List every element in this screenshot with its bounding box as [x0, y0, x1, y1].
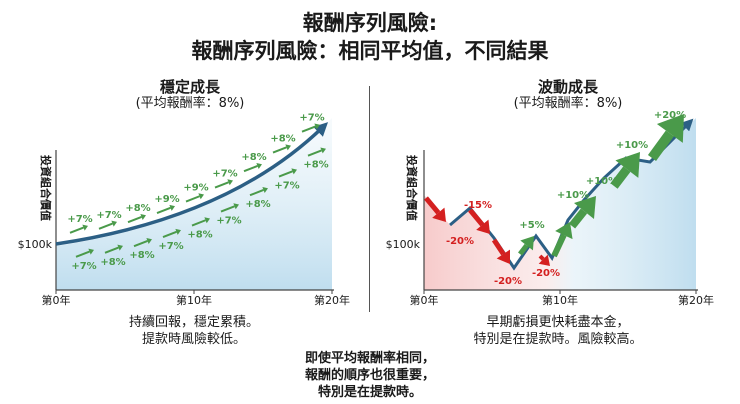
right-arrow-4	[518, 236, 534, 256]
footnote: 即使平均報酬率相同， 報酬的順序也很重要， 特別是在提款時。	[220, 350, 520, 401]
left-lower-label: +8%	[245, 199, 270, 210]
right-arrow-3	[491, 238, 510, 264]
right-caption-line2: 特別是在提款時。風險較高。	[473, 332, 643, 347]
left-upper-arrow	[272, 144, 291, 154]
left-y-tick-100k: $100k	[18, 238, 53, 251]
right-label-6: +10%	[557, 190, 589, 201]
right-x-tick-0: 第0年	[410, 293, 439, 307]
left-upper-label: +8%	[241, 152, 266, 163]
left-lower-label: +8%	[187, 230, 212, 241]
right-arrow-7	[568, 196, 596, 229]
right-x-tick-10: 第10年	[542, 293, 578, 307]
right-label-9: +20%	[654, 110, 686, 121]
left-lower-label: +8%	[129, 250, 154, 261]
left-panel-title: 穩定成長	[159, 78, 220, 96]
right-arrow-6	[551, 222, 573, 258]
left-lower-arrow	[278, 168, 297, 178]
left-x-tick-20: 第20年	[314, 293, 350, 307]
left-panel-subtitle: (平均報酬率：8%)	[135, 96, 245, 111]
left-upper-label: +9%	[183, 183, 208, 194]
left-upper-arrow	[98, 220, 117, 230]
left-lower-label: +7%	[216, 216, 241, 227]
footnote-line3: 特別是在提款時。	[317, 385, 422, 400]
left-lower-label: +8%	[100, 257, 125, 268]
right-arrow-5	[538, 254, 550, 266]
left-lower-arrow	[249, 186, 268, 197]
left-lower-arrow	[133, 237, 152, 248]
left-lower-label: +7%	[71, 261, 96, 272]
right-label-5: -20%	[532, 268, 560, 279]
left-area-fill	[56, 118, 332, 290]
left-lower-arrow	[162, 228, 181, 239]
right-label-7: +10%	[586, 176, 618, 187]
left-upper-label: +7%	[67, 214, 92, 225]
right-caption-line1: 早期虧損更快耗盡本金，	[486, 315, 630, 330]
left-upper-label: +8%	[270, 134, 295, 145]
right-chart: -20% -15% -20% +5% -20% +10% +10% +10% +20% 投資組合…	[386, 110, 714, 307]
left-upper-label: +9%	[154, 194, 179, 205]
main-title-line2: 報酬序列風險：相同平均值，不同結果	[191, 39, 549, 63]
right-y-tick-100k: $100k	[386, 238, 421, 251]
right-caption: 早期虧損更快耗盡本金， 特別是在提款時。風險較高。	[418, 314, 698, 348]
left-lower-label: +8%	[303, 160, 328, 171]
left-lower-arrow	[104, 244, 123, 254]
right-label-8: +10%	[616, 140, 648, 151]
left-lower-arrow	[75, 248, 94, 258]
main-title-line1: 報酬序列風險:	[302, 11, 438, 35]
left-upper-arrow	[156, 204, 175, 215]
left-upper-label: +8%	[125, 203, 150, 214]
left-x-tick-10: 第10年	[176, 293, 212, 307]
left-upper-arrow	[243, 162, 262, 173]
right-arrow-8	[610, 152, 640, 189]
left-y-axis-label: 投資組合價值	[39, 155, 53, 221]
right-y-axis-label: 投資組合價值	[405, 155, 419, 221]
right-panel-title: 波動成長	[537, 78, 598, 96]
left-upper-arrow	[214, 179, 233, 189]
left-chart: +7% +7% +7% +8% +8% +8% +9% +7% +9% +8% +7% +7% +8% +…	[18, 113, 350, 307]
panel-divider	[369, 86, 370, 312]
right-arrow-2	[468, 208, 490, 234]
left-upper-label: +7%	[299, 113, 324, 124]
left-upper-arrow	[69, 224, 88, 234]
left-lower-arrow	[220, 203, 239, 213]
left-upper-arrow	[301, 123, 320, 133]
left-caption-line2: 提款時風險較低。	[141, 332, 246, 347]
left-caption: 持續回報，穩定累積。 提款時風險較低。	[54, 314, 334, 348]
right-label-1: -20%	[446, 236, 474, 247]
left-caption-line1: 持續回報，穩定累積。	[128, 315, 259, 330]
left-upper-arrow	[185, 193, 204, 203]
right-arrow-9	[647, 114, 684, 161]
right-label-3: -20%	[494, 276, 522, 287]
left-upper-arrow	[127, 213, 146, 224]
left-growth-line	[55, 122, 329, 246]
left-x-tick-0: 第0年	[42, 293, 71, 307]
left-lower-label: +7%	[158, 241, 183, 252]
right-label-2: -15%	[464, 200, 492, 211]
right-label-4: +5%	[519, 220, 544, 231]
right-arrow-1	[424, 196, 446, 222]
left-upper-label: +7%	[212, 169, 237, 180]
footnote-line1: 即使平均報酬率相同，	[304, 351, 435, 366]
footnote-line2: 報酬的順序也很重要，	[304, 368, 435, 383]
left-lower-arrow	[307, 147, 326, 157]
right-panel-subtitle: (平均報酬率：8%)	[513, 96, 623, 111]
left-lower-arrow	[191, 217, 210, 227]
right-x-tick-20: 第20年	[678, 293, 714, 307]
left-upper-label: +7%	[96, 210, 121, 221]
left-lower-label: +7%	[274, 181, 299, 192]
